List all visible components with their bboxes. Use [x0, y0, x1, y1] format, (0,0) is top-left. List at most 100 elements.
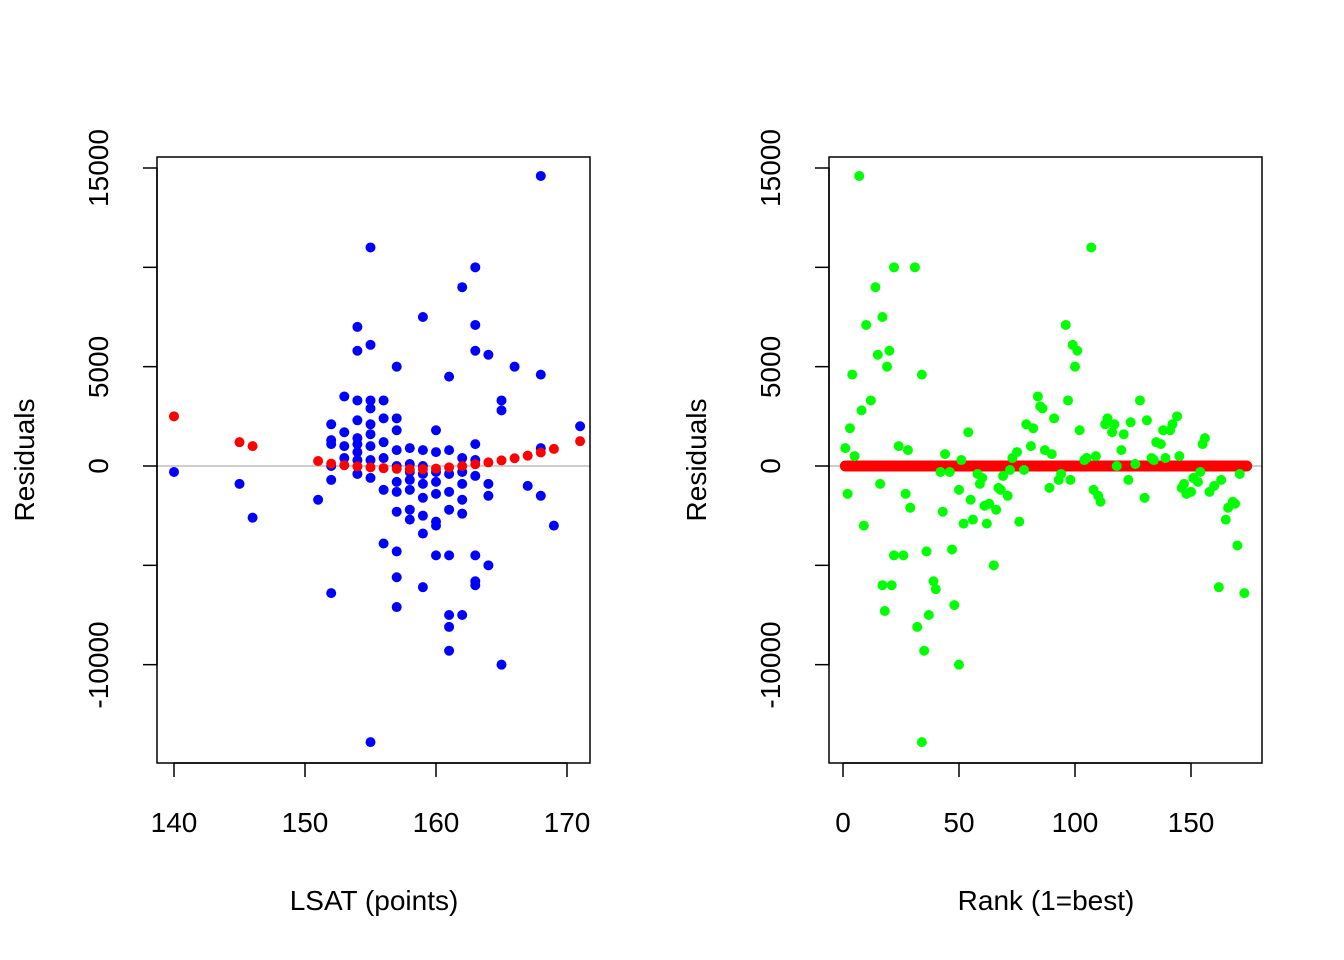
left-data-point [470, 550, 481, 561]
right-data-point [965, 494, 976, 505]
right-x-tick-label: 100 [1052, 807, 1099, 838]
right-data-point [1049, 413, 1060, 424]
left-data-point [417, 445, 428, 456]
left-x-tick-label: 150 [282, 807, 329, 838]
left-data-point [509, 453, 520, 464]
right-x-tick-label: 0 [835, 807, 851, 838]
left-data-point [234, 478, 245, 489]
right-data-point [1081, 453, 1092, 464]
left-data-point [483, 349, 494, 360]
right-data-point [1234, 468, 1245, 479]
left-data-point [404, 514, 415, 525]
right-data-point [858, 520, 869, 531]
left-data-point [535, 170, 546, 181]
left-data-point [496, 395, 507, 406]
left-data-point [431, 520, 441, 531]
right-data-point [967, 514, 978, 525]
left-data-point [365, 339, 376, 350]
right-data-point [1095, 496, 1106, 507]
left-data-point [391, 361, 402, 372]
left-data-point [535, 447, 546, 458]
left-data-point [417, 464, 428, 475]
left-data-point [352, 321, 363, 332]
left-data-point [575, 436, 586, 447]
right-data-point [1102, 413, 1113, 424]
right-data-point [875, 478, 886, 489]
left-data-point [378, 453, 389, 464]
left-data-point [470, 319, 481, 330]
left-data-point [391, 506, 402, 517]
right-data-point [937, 506, 948, 517]
right-data-point [1032, 391, 1043, 402]
left-data-point [365, 441, 376, 452]
right-data-point [879, 606, 890, 617]
left-data-point [444, 645, 455, 656]
left-data-point [444, 486, 455, 497]
right-data-point [956, 455, 967, 466]
left-data-point [365, 419, 376, 430]
right-x-axis: 0 50 100 150 [835, 762, 1214, 838]
right-data-point [1070, 361, 1080, 372]
left-data-point [496, 455, 507, 466]
left-data-point [391, 445, 402, 456]
left-panel: 140 150 160 170 -10000 0 5000 15000 LSAT… [9, 129, 591, 916]
left-data-point [431, 425, 441, 436]
right-data-point [1063, 395, 1074, 406]
right-data-point [1199, 433, 1210, 444]
right-data-point [1130, 459, 1141, 470]
right-data-point [1216, 474, 1227, 485]
right-data-point [1220, 514, 1231, 525]
left-series-blue [169, 170, 586, 748]
right-data-point [884, 345, 895, 356]
right-data-point [898, 550, 909, 561]
left-data-point [483, 478, 494, 489]
right-data-point [954, 659, 964, 670]
right-y-ticks [815, 167, 829, 666]
right-data-point [1232, 540, 1243, 551]
right-data-point [844, 423, 855, 434]
right-data-point [1167, 419, 1178, 430]
left-data-point [391, 572, 402, 583]
left-data-point [365, 395, 376, 406]
right-data-point [912, 621, 923, 632]
left-data-point [548, 443, 559, 454]
right-data-point [905, 502, 916, 513]
right-x-tick-label: 50 [943, 807, 974, 838]
left-data-point [352, 447, 363, 458]
left-x-ticks [173, 763, 568, 777]
right-data-point [921, 546, 932, 557]
left-data-point [339, 427, 350, 438]
left-data-point [313, 494, 324, 505]
left-data-point [391, 463, 402, 474]
left-data-point [522, 450, 533, 461]
right-y-axis-title: Residuals [681, 399, 712, 522]
right-data-point [1209, 480, 1220, 491]
right-data-point [1090, 451, 1101, 462]
left-series-red [169, 411, 586, 475]
left-data-point [391, 413, 402, 424]
left-data-point [378, 413, 389, 424]
right-data-point [1186, 486, 1196, 497]
right-data-point [877, 312, 888, 322]
left-data-point [391, 425, 402, 436]
right-data-point [886, 580, 897, 591]
left-data-point [431, 463, 441, 474]
right-data-point [900, 488, 911, 499]
left-y-tick-label: 0 [83, 458, 114, 474]
left-data-point [444, 445, 455, 456]
right-x-ticks [842, 763, 1192, 777]
right-data-point [1005, 464, 1016, 475]
right-data-point [1125, 417, 1136, 428]
left-data-point [431, 447, 441, 458]
right-data-point [1012, 447, 1022, 458]
right-data-point [963, 427, 974, 438]
left-data-point [457, 478, 468, 489]
left-data-point [339, 441, 350, 452]
right-data-point [849, 451, 860, 462]
left-data-point [404, 484, 415, 495]
right-x-axis-title: Rank (1=best) [958, 885, 1135, 916]
left-data-point [470, 459, 481, 470]
left-data-point [548, 520, 559, 531]
left-y-tick-label: 15000 [83, 129, 114, 207]
